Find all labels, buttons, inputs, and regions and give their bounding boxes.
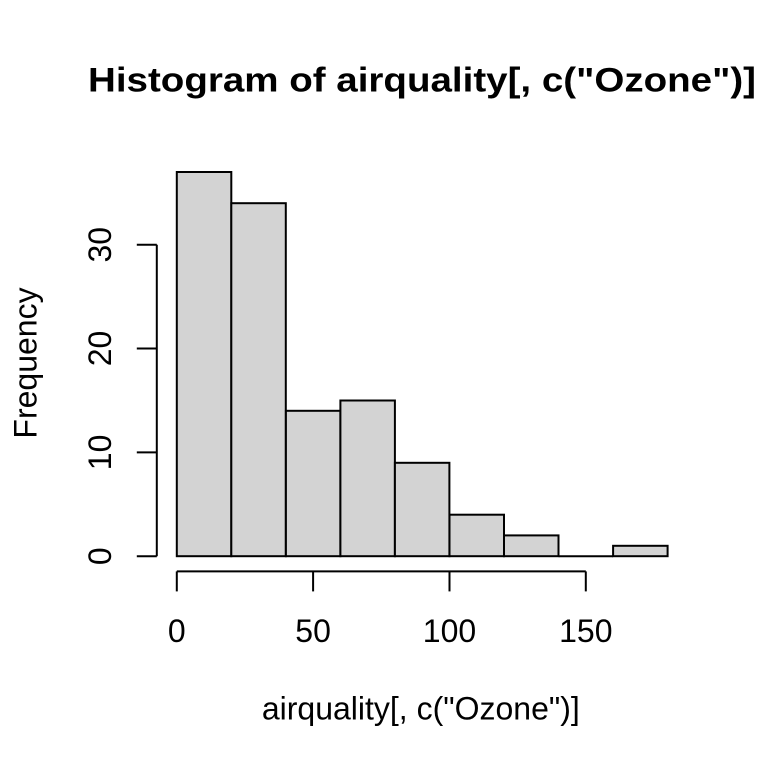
svg-text:20: 20 <box>82 331 118 367</box>
svg-text:100: 100 <box>423 613 476 649</box>
svg-text:airquality[, c("Ozone")]: airquality[, c("Ozone")] <box>262 691 580 727</box>
svg-text:Frequency: Frequency <box>8 287 44 438</box>
svg-text:0: 0 <box>168 613 186 649</box>
svg-text:10: 10 <box>82 435 118 471</box>
svg-text:0: 0 <box>82 547 118 565</box>
svg-text:Histogram of airquality[, c("O: Histogram of airquality[, c("Ozone")] <box>88 62 756 100</box>
svg-text:150: 150 <box>559 613 612 649</box>
svg-text:30: 30 <box>82 227 118 263</box>
svg-text:50: 50 <box>295 613 331 649</box>
